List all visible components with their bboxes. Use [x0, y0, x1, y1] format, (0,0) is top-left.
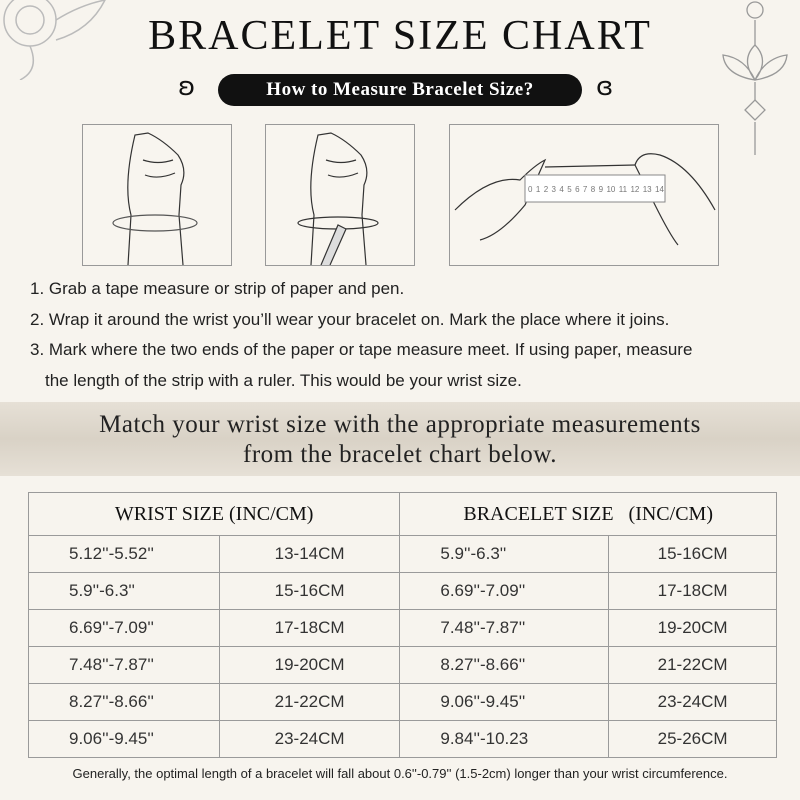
size-table: WRIST SIZE (INC/CM) BRACELET SIZE (INC/CM… — [27, 492, 777, 758]
page-title: BRACELET SIZE CHART — [148, 13, 652, 59]
wrist-inch-cell: 7.48''-7.87'' — [28, 646, 220, 684]
wrist-inch-cell: 5.9''-6.3'' — [28, 572, 220, 610]
bracelet-cm-cell: 25-26CM — [608, 720, 777, 758]
subtitle-pill: How to Measure Bracelet Size? — [218, 74, 582, 106]
wrist-inch-cell: 8.27''-8.66'' — [28, 683, 220, 721]
table-row: 6.69''-7.09'' 17-18CM 7.48''-7.87'' 19-20CM — [28, 609, 777, 647]
wrist-cm-cell: 15-16CM — [218, 572, 401, 610]
step-3: 3. Mark where the two ends of the paper … — [30, 340, 693, 359]
bracelet-inch-cell: 8.27''-8.66'' — [399, 646, 610, 684]
bracelet-inch-cell: 6.69''-7.09'' — [399, 572, 610, 610]
wrist-cm-cell: 13-14CM — [218, 535, 401, 573]
bracelet-cm-cell: 19-20CM — [608, 609, 777, 647]
wrist-inch-cell: 9.06''-9.45'' — [28, 720, 220, 758]
wrist-cm-cell: 19-20CM — [218, 646, 401, 684]
illustration-hand-mark — [265, 124, 415, 266]
wrist-cm-cell: 23-24CM — [218, 720, 401, 758]
right-swirl-icon: ɞ — [596, 72, 614, 102]
bracelet-cm-cell: 15-16CM — [608, 535, 777, 573]
left-swirl-icon: ʚ — [178, 72, 196, 102]
illustration-hand-tape — [82, 124, 232, 266]
table-row: 7.48''-7.87'' 19-20CM 8.27''-8.66'' 21-22CM — [28, 646, 777, 684]
table-row: 5.12''-5.52'' 13-14CM 5.9''-6.3'' 15-16CM — [28, 535, 777, 573]
banner-line-1: Match your wrist size with the appropria… — [99, 411, 701, 438]
bracelet-inch-cell: 5.9''-6.3'' — [399, 535, 610, 573]
bracelet-cm-cell: 17-18CM — [608, 572, 777, 610]
bracelet-inch-cell: 7.48''-7.87'' — [399, 609, 610, 647]
banner-line-2: from the bracelet chart below. — [243, 441, 557, 468]
footnote: Generally, the optimal length of a brace… — [72, 766, 728, 781]
match-banner: Match your wrist size with the appropria… — [0, 402, 800, 476]
bracelet-size-header: BRACELET SIZE (INC/CM) — [399, 492, 777, 536]
instructions-list: 1. Grab a tape measure or strip of paper… — [30, 274, 692, 396]
mandala-ornament-icon — [3, 0, 106, 80]
bracelet-cm-cell: 23-24CM — [608, 683, 777, 721]
table-row: 9.06''-9.45'' 23-24CM 9.84''-10.23 25-26CM — [28, 720, 777, 758]
table-header: WRIST SIZE (INC/CM) BRACELET SIZE (INC/CM… — [27, 492, 777, 536]
bracelet-inch-cell: 9.06''-9.45'' — [399, 683, 610, 721]
wrist-inch-cell: 6.69''-7.09'' — [28, 609, 220, 647]
table-row: 5.9''-6.3'' 15-16CM 6.69''-7.09'' 17-18CM — [28, 572, 777, 610]
wrist-inch-cell: 5.12''-5.52'' — [28, 535, 220, 573]
step-2: 2. Wrap it around the wrist you’ll wear … — [30, 309, 670, 329]
step-3-continued: the length of the strip with a ruler. Th… — [45, 370, 522, 390]
wrist-size-header: WRIST SIZE (INC/CM) — [27, 492, 401, 536]
wrist-cm-cell: 21-22CM — [218, 683, 401, 721]
bracelet-inch-cell: 9.84''-10.23 — [399, 720, 610, 758]
table-row: 8.27''-8.66'' 21-22CM 9.06''-9.45'' 23-24CM — [28, 683, 777, 721]
lotus-ornament-icon — [722, 1, 788, 155]
illustration-ruler: 0 1 2 3 4 5 6 7 8 9 10 11 12 13 14 — [449, 124, 719, 266]
ruler-scale: 0 1 2 3 4 5 6 7 8 9 10 11 12 13 14 — [528, 185, 664, 194]
wrist-cm-cell: 17-18CM — [218, 609, 401, 647]
bracelet-cm-cell: 21-22CM — [608, 646, 777, 684]
step-1: 1. Grab a tape measure or strip of paper… — [30, 279, 405, 298]
